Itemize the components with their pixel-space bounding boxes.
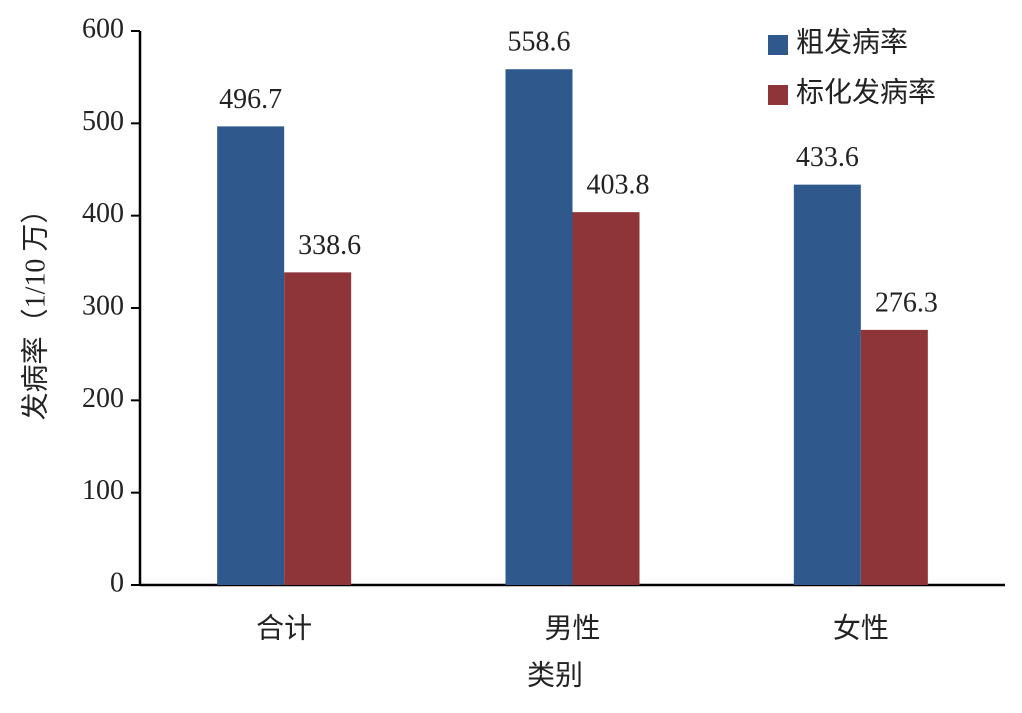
data-label: 496.7 <box>219 84 282 115</box>
x-tick-label: 合计 <box>256 612 312 644</box>
bar <box>217 126 285 585</box>
y-tick-label: 200 <box>82 383 124 414</box>
bar <box>572 212 640 585</box>
legend-swatch <box>768 85 788 105</box>
data-label: 403.8 <box>587 170 650 201</box>
bar <box>860 329 928 585</box>
y-tick-label: 100 <box>82 475 124 506</box>
data-label: 433.6 <box>796 142 859 173</box>
y-tick-label: 400 <box>82 198 124 229</box>
x-tick-label: 男性 <box>544 612 600 644</box>
y-tick-label: 0 <box>110 567 124 598</box>
legend-swatch <box>768 35 788 55</box>
y-axis-label: 发病率（1/10 万） <box>19 196 51 421</box>
y-tick-label: 600 <box>82 13 124 44</box>
x-tick-label: 女性 <box>833 612 889 644</box>
data-label: 276.3 <box>875 287 938 318</box>
bar <box>505 69 573 585</box>
bar <box>284 272 352 585</box>
x-axis-label: 类别 <box>527 659 583 691</box>
y-tick-label: 500 <box>82 106 124 137</box>
y-tick-label: 300 <box>82 290 124 321</box>
bar <box>793 184 861 585</box>
data-label: 338.6 <box>298 230 361 261</box>
legend-label: 标化发病率 <box>796 76 936 108</box>
data-label: 558.6 <box>508 27 571 58</box>
legend-label: 粗发病率 <box>796 26 908 58</box>
